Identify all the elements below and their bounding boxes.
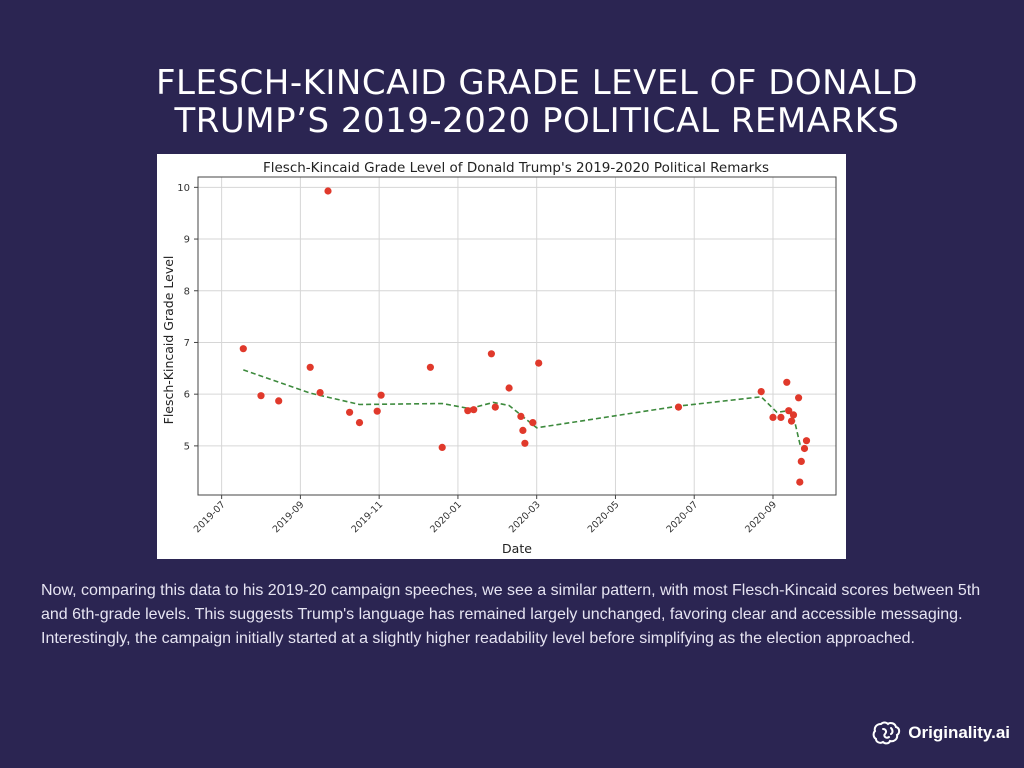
x-axis-label: Date <box>502 541 532 556</box>
data-point <box>757 388 765 396</box>
page-title-line-2: TRUMP’S 2019-2020 POLITICAL REMARKS <box>174 101 900 141</box>
data-point <box>487 350 495 358</box>
data-point <box>785 407 793 415</box>
y-axis-label: Flesch-Kincaid Grade Level <box>161 256 176 425</box>
data-point <box>535 359 543 367</box>
y-tick-label: 9 <box>184 235 190 246</box>
data-point <box>521 439 529 447</box>
data-point <box>491 403 499 411</box>
data-point <box>239 345 247 353</box>
chart-panel: Flesch-Kincaid Grade Level of Donald Tru… <box>157 154 846 559</box>
data-point <box>355 419 364 427</box>
data-point <box>796 478 804 486</box>
axis-ticks: 2019-07 2019-09 2019-11 2020-01 2020-03 2020-… <box>177 183 779 535</box>
x-tick-label: 2019-07 <box>192 499 228 535</box>
page-title-line-1: FLESCH-KINCAID GRADE LEVEL OF DONALD <box>155 63 919 103</box>
data-point <box>777 413 785 421</box>
y-tick-label: 7 <box>184 338 190 349</box>
data-point <box>377 391 385 399</box>
page-title: FLESCH-KINCAID GRADE LEVEL OF DONALD TRU… <box>60 64 1014 140</box>
y-tick-label: 6 <box>184 390 190 401</box>
trend-line <box>243 369 807 451</box>
data-point <box>373 407 381 415</box>
data-point <box>470 406 478 414</box>
x-tick-label: 2019-11 <box>349 499 385 535</box>
x-tick-label: 2020-05 <box>586 499 622 535</box>
y-tick-label: 8 <box>184 286 190 297</box>
y-tick-label: 10 <box>177 183 190 194</box>
data-point <box>800 444 809 453</box>
scatter-chart: Flesch-Kincaid Grade Level of Donald Tru… <box>161 160 837 556</box>
data-point <box>346 408 354 416</box>
data-point <box>529 419 537 427</box>
data-series <box>239 187 811 486</box>
data-point <box>517 412 525 420</box>
x-tick-label: 2020-01 <box>428 499 464 535</box>
chart-title: Flesch-Kincaid Grade Level of Donald Tru… <box>263 160 769 176</box>
data-point <box>316 389 324 397</box>
data-point <box>769 413 777 421</box>
brain-icon <box>872 721 901 745</box>
data-point <box>426 363 434 371</box>
data-point <box>519 426 527 434</box>
data-point <box>306 363 314 371</box>
data-point <box>797 457 805 465</box>
caption-text: Now, comparing this data to his 2019-20 … <box>41 582 981 647</box>
data-point <box>783 378 791 386</box>
data-point <box>257 392 265 400</box>
x-tick-label: 2020-09 <box>743 499 779 535</box>
chart-grid <box>198 177 836 495</box>
data-point <box>505 384 513 392</box>
x-tick-label: 2019-09 <box>271 499 307 535</box>
brand-logo: Originality.ai <box>872 720 1010 746</box>
x-tick-label: 2020-07 <box>664 499 700 535</box>
data-point <box>674 403 683 411</box>
data-point <box>795 394 803 402</box>
x-tick-label: 2020-03 <box>507 499 543 535</box>
brand-name: Originality.ai <box>908 723 1010 742</box>
plot-frame <box>197 176 837 496</box>
data-point <box>802 437 811 445</box>
data-point <box>275 397 283 405</box>
data-point <box>464 407 472 415</box>
data-point <box>438 443 446 451</box>
data-point <box>324 187 332 195</box>
y-tick-label: 5 <box>184 441 190 452</box>
data-point <box>789 411 798 419</box>
data-point <box>787 417 796 425</box>
